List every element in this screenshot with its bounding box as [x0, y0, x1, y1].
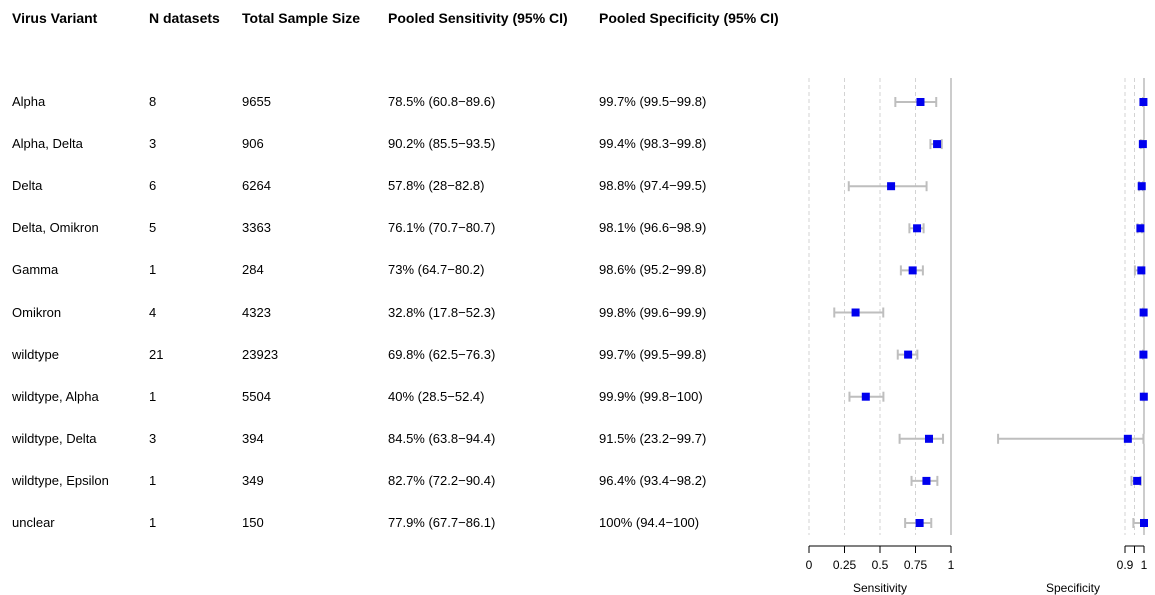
- sensitivity-point: [922, 477, 930, 485]
- specificity-point: [1138, 182, 1146, 190]
- sensitivity-point: [909, 266, 917, 274]
- specificity-point: [1139, 140, 1147, 148]
- specificity-tick-label: 1: [1141, 558, 1148, 572]
- specificity-point: [1139, 98, 1147, 106]
- specificity-point: [1139, 351, 1147, 359]
- specificity-axis-label: Specificity: [1046, 581, 1100, 595]
- sensitivity-tick-label: 0.5: [872, 558, 889, 572]
- sensitivity-point: [904, 351, 912, 359]
- specificity-point: [1140, 309, 1148, 317]
- sensitivity-point: [916, 519, 924, 527]
- sensitivity-point: [862, 393, 870, 401]
- sensitivity-tick-label: 0: [806, 558, 813, 572]
- sensitivity-point: [933, 140, 941, 148]
- specificity-point: [1137, 266, 1145, 274]
- specificity-point: [1124, 435, 1132, 443]
- specificity-point: [1140, 519, 1148, 527]
- sensitivity-tick-label: 1: [948, 558, 955, 572]
- sensitivity-tick-label: 0.25: [833, 558, 857, 572]
- sensitivity-point: [925, 435, 933, 443]
- sensitivity-axis-label: Sensitivity: [853, 581, 907, 595]
- specificity-point: [1133, 477, 1141, 485]
- sensitivity-point: [887, 182, 895, 190]
- sensitivity-panel: 0 0.25 0.5 0.75 1 Sensitivity: [806, 78, 955, 595]
- specificity-tick-label: 0.9: [1117, 558, 1134, 572]
- sensitivity-point: [916, 98, 924, 106]
- sensitivity-point: [852, 309, 860, 317]
- specificity-panel: 0.9 1 Specificity: [998, 78, 1148, 595]
- sensitivity-tick-label: 0.75: [904, 558, 928, 572]
- sensitivity-point: [913, 224, 921, 232]
- specificity-point: [1140, 393, 1148, 401]
- specificity-point: [1136, 224, 1144, 232]
